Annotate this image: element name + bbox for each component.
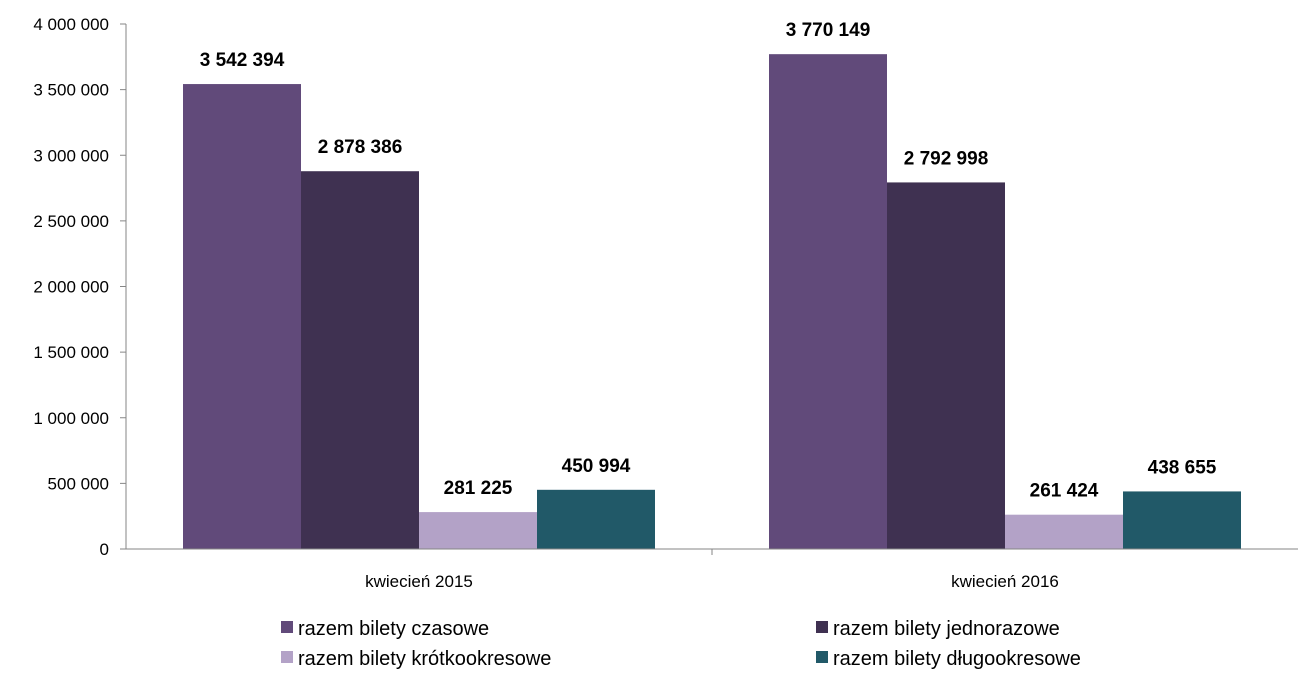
category-label: kwiecień 2015 <box>365 572 473 591</box>
legend-label: razem bilety krótkookresowe <box>298 648 551 670</box>
data-label: 3 542 394 <box>200 50 285 71</box>
legend-swatch <box>281 651 293 663</box>
y-axis: 0 500 000 1 000 000 1 500 000 2 000 000 2 500… <box>33 15 127 559</box>
legend-swatch <box>816 651 828 663</box>
data-label: 3 770 149 <box>786 20 871 41</box>
bar <box>769 54 887 550</box>
data-label: 261 424 <box>1030 481 1099 502</box>
data-label: 2 792 998 <box>904 148 989 169</box>
y-tick-label: 1 500 000 <box>33 343 109 362</box>
data-label: 2 878 386 <box>318 137 403 158</box>
bar <box>1123 491 1241 549</box>
data-label: 438 655 <box>1148 457 1217 478</box>
legend-label: razem bilety czasowe <box>298 618 489 640</box>
legend: razem bilety czasowe razem bilety jednora… <box>281 618 1081 670</box>
y-tick-label: 0 <box>100 540 109 559</box>
legend-label: razem bilety jednorazowe <box>833 618 1060 640</box>
data-label: 281 225 <box>444 478 513 499</box>
y-tick-label: 500 000 <box>48 474 109 493</box>
bar <box>301 171 419 549</box>
bar <box>887 182 1005 549</box>
y-tick-label: 1 000 000 <box>33 409 109 428</box>
data-label: 450 994 <box>562 456 631 477</box>
y-tick-label: 3 000 000 <box>33 146 109 165</box>
bars <box>183 54 1241 550</box>
bar <box>419 512 537 549</box>
bar <box>183 84 301 549</box>
y-tick-label: 3 500 000 <box>33 81 109 100</box>
y-tick-label: 4 000 000 <box>33 15 109 34</box>
legend-label: razem bilety długookresowe <box>833 648 1081 670</box>
category-label: kwiecień 2016 <box>951 572 1059 591</box>
y-tick-label: 2 500 000 <box>33 212 109 231</box>
bar <box>537 489 655 549</box>
legend-swatch <box>281 621 293 633</box>
bar <box>1005 514 1123 549</box>
legend-swatch <box>816 621 828 633</box>
x-axis: kwiecień 2015 kwiecień 2016 <box>126 548 1298 591</box>
data-labels: 3 542 394 2 878 386 281 225 450 994 3 770 14… <box>200 20 1217 502</box>
y-tick-label: 2 000 000 <box>33 278 109 297</box>
